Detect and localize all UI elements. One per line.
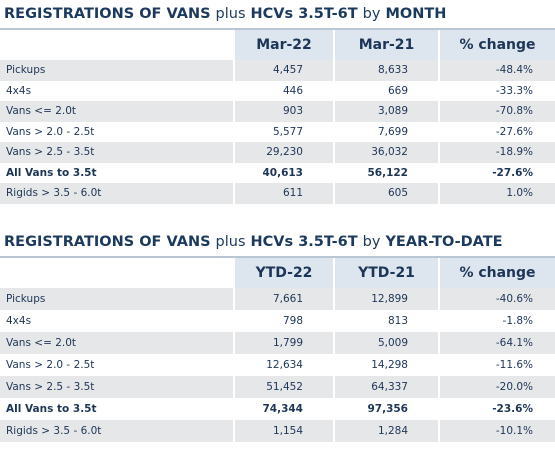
table-cell: Vans > 2.5 - 3.5t bbox=[0, 376, 235, 398]
table-cell: -64.1% bbox=[440, 332, 555, 354]
table-cell: Vans > 2.0 - 2.5t bbox=[0, 354, 235, 376]
table-cell: -23.6% bbox=[492, 403, 533, 415]
table-row: Vans > 2.5 - 3.5t 29,230 36,032 -18.9% bbox=[0, 142, 555, 163]
title-part: by bbox=[362, 6, 381, 22]
title-part: YEAR-TO-DATE bbox=[385, 234, 503, 250]
table-cell: Vans <= 2.0t bbox=[0, 101, 235, 122]
table-row: Vans > 2.0 - 2.5t 12,634 14,298 -11.6% bbox=[0, 354, 555, 376]
table-cell: All Vans to 3.5t bbox=[0, 398, 235, 420]
table-cell: -48.4% bbox=[440, 60, 555, 81]
table-cell: 7,661 bbox=[235, 288, 335, 310]
table-cell: 611 bbox=[235, 183, 335, 204]
table-cell: 446 bbox=[235, 80, 335, 101]
title-part: plus bbox=[215, 234, 246, 250]
table-cell: -20.0% bbox=[440, 376, 555, 398]
table-cell: 12,899 bbox=[335, 288, 440, 310]
table-cell: -27.6% bbox=[495, 125, 533, 138]
table-cell: Vans > 2.5 - 3.5t bbox=[0, 142, 235, 163]
table-cell: 51,452 bbox=[235, 376, 335, 398]
table-row: Vans <= 2.0t 903 3,089 -70.8% bbox=[0, 101, 555, 122]
header-cell: YTD-21 bbox=[335, 258, 440, 288]
header-cell bbox=[0, 258, 235, 288]
table-row: Pickups 7,661 12,899 -40.6% bbox=[0, 288, 555, 310]
table-cell: 5,577 bbox=[235, 121, 335, 142]
header-cell bbox=[0, 30, 235, 60]
table-row: 4x4s 446 669 -33.3% bbox=[0, 80, 555, 101]
header-cell: % change bbox=[440, 258, 555, 288]
divider bbox=[0, 28, 555, 30]
table-title: REGISTRATIONS OF VANS plus HCVs 3.5T-6T by M… bbox=[0, 0, 555, 28]
table-cell: 74,344 bbox=[235, 398, 335, 420]
table-cell: 64,337 bbox=[335, 376, 440, 398]
table-row: All Vans to 3.5t 74,344 97,356 -23.6% bbox=[0, 398, 555, 420]
table-cell: Vans <= 2.0t bbox=[0, 332, 235, 354]
table-row: Vans > 2.0 - 2.5t 5,577 7,699 -27.6% bbox=[0, 121, 555, 142]
table-cell: -11.6% bbox=[495, 359, 533, 371]
table-cell: All Vans to 3.5t bbox=[0, 162, 235, 183]
table-cell: -18.9% bbox=[440, 142, 555, 163]
table-cell: 5,009 bbox=[335, 332, 440, 354]
table-cell: Pickups bbox=[0, 60, 235, 81]
table-cell: 14,298 bbox=[335, 354, 440, 376]
table-cell: -27.6% bbox=[492, 166, 533, 179]
divider bbox=[0, 256, 555, 258]
table-cell: 40,613 bbox=[235, 162, 335, 183]
table-cell: 605 bbox=[335, 183, 440, 204]
table-cell: 1,799 bbox=[235, 332, 335, 354]
title-part: by bbox=[362, 234, 381, 250]
table-cell: 1.0% bbox=[440, 183, 555, 204]
table-cell: 4,457 bbox=[235, 60, 335, 81]
table-cell: 798 bbox=[235, 310, 335, 332]
table-cell: 669 bbox=[335, 80, 440, 101]
table-cell: 7,699 bbox=[335, 121, 440, 142]
table-cell: 56,122 bbox=[335, 162, 440, 183]
table-cell: Vans > 2.0 - 2.5t bbox=[0, 121, 235, 142]
header-cell: YTD-22 bbox=[235, 258, 335, 288]
table-row: Vans <= 2.0t 1,799 5,009 -64.1% bbox=[0, 332, 555, 354]
header-row: YTD-22 YTD-21% change bbox=[0, 258, 555, 288]
title-part: plus bbox=[215, 6, 246, 22]
table-cell: -10.1% bbox=[440, 420, 555, 442]
table-cell: 3,089 bbox=[335, 101, 440, 122]
header-cell: Mar-22 bbox=[235, 30, 335, 60]
table-section: REGISTRATIONS OF VANS plus HCVs 3.5T-6T by M… bbox=[0, 0, 555, 204]
table-title: REGISTRATIONS OF VANS plus HCVs 3.5T-6T by Y… bbox=[0, 228, 555, 256]
table-cell: 36,032 bbox=[335, 142, 440, 163]
table-cell: -1.8% bbox=[502, 315, 533, 327]
table-row: All Vans to 3.5t 40,613 56,122 -27.6% bbox=[0, 162, 555, 183]
table-cell: -33.3% bbox=[495, 84, 533, 97]
title-part: MONTH bbox=[385, 6, 447, 22]
table-cell: Rigids > 3.5 - 6.0t bbox=[0, 183, 235, 204]
table-row: 4x4s 798 813 -1.8% bbox=[0, 310, 555, 332]
table-cell: 1,154 bbox=[235, 420, 335, 442]
table-cell: 4x4s bbox=[0, 80, 235, 101]
table-cell: 813 bbox=[335, 310, 440, 332]
title-part: REGISTRATIONS OF VANS bbox=[4, 6, 211, 22]
table-row: Rigids > 3.5 - 6.0t 611 605 1.0% bbox=[0, 183, 555, 204]
table-row: Pickups 4,457 8,633 -48.4% bbox=[0, 60, 555, 81]
header-cell: % change bbox=[440, 30, 555, 60]
table-cell: 12,634 bbox=[235, 354, 335, 376]
table-cell: -40.6% bbox=[440, 288, 555, 310]
table-cell: -70.8% bbox=[440, 101, 555, 122]
table-cell: 903 bbox=[235, 101, 335, 122]
table-cell: 8,633 bbox=[335, 60, 440, 81]
title-part: REGISTRATIONS OF VANS bbox=[4, 234, 211, 250]
table-cell: 97,356 bbox=[335, 398, 440, 420]
table-cell: 4x4s bbox=[0, 310, 235, 332]
table-cell: Rigids > 3.5 - 6.0t bbox=[0, 420, 235, 442]
table-cell: 29,230 bbox=[235, 142, 335, 163]
table-section: REGISTRATIONS OF VANS plus HCVs 3.5T-6T by Y… bbox=[0, 228, 555, 442]
title-part: HCVs 3.5T-6T bbox=[250, 234, 358, 250]
title-part: HCVs 3.5T-6T bbox=[250, 6, 358, 22]
table-cell: 1,284 bbox=[335, 420, 440, 442]
table-row: Vans > 2.5 - 3.5t 51,452 64,337 -20.0% bbox=[0, 376, 555, 398]
table-cell: Pickups bbox=[0, 288, 235, 310]
table-row: Rigids > 3.5 - 6.0t 1,154 1,284 -10.1% bbox=[0, 420, 555, 442]
header-row: Mar-22 Mar-21% change bbox=[0, 30, 555, 60]
header-cell: Mar-21 bbox=[335, 30, 440, 60]
